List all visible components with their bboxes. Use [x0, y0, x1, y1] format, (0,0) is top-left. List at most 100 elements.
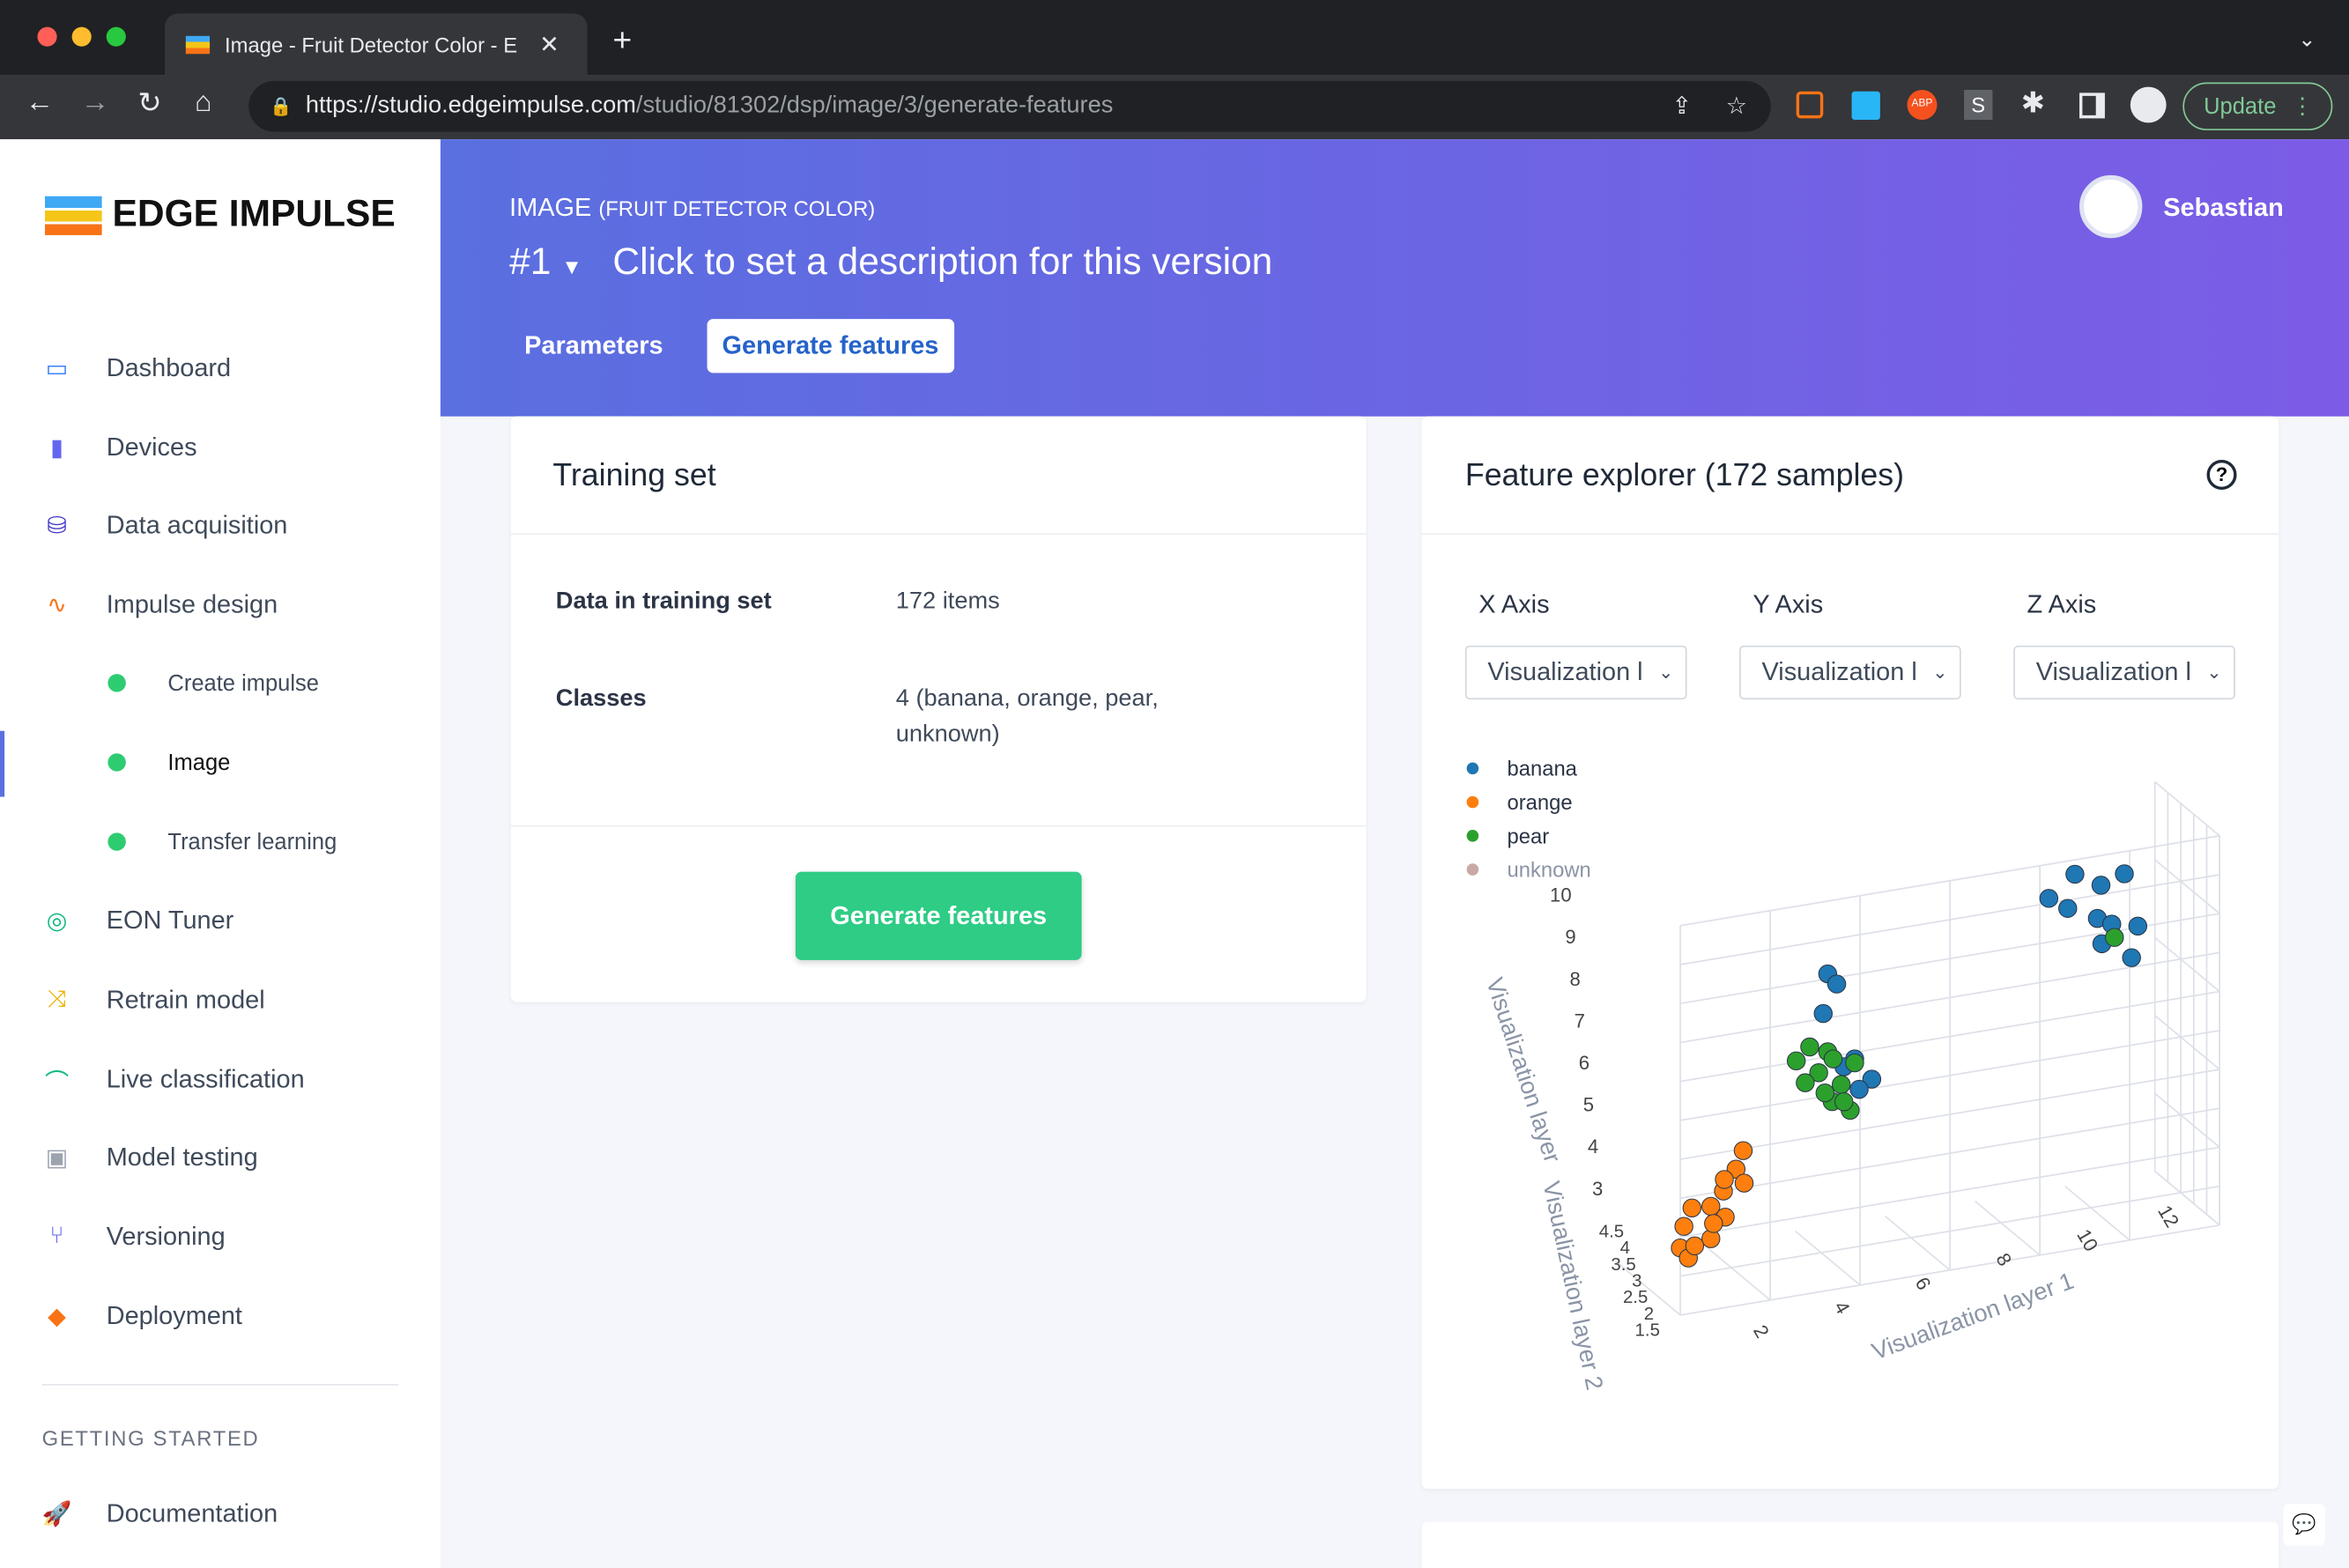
- share-icon[interactable]: ⇪: [1671, 94, 1693, 121]
- y-axis-select[interactable]: Visualization l ⌄: [1739, 645, 1961, 700]
- sidebar-item-label: Model testing: [106, 1143, 258, 1172]
- sidebar-item-data-acquisition[interactable]: ⛁ Data acquisition: [0, 496, 441, 556]
- forward-icon[interactable]: →: [80, 86, 110, 119]
- y-axis-label: Y Axis: [1752, 589, 1824, 619]
- sidebar-item-live-classification[interactable]: ⌒ Live classification: [0, 1050, 441, 1110]
- gridline: [2154, 859, 2220, 914]
- sidebar-item-label: Retrain model: [106, 985, 265, 1015]
- sidebar-item-transfer-learning[interactable]: Transfer learning: [0, 812, 441, 872]
- data-point-orange: [1682, 1198, 1702, 1218]
- sidebar-item-label: Live classification: [106, 1064, 305, 1094]
- version-selector[interactable]: #1 ▼: [509, 241, 582, 285]
- sidebar-item-label: Documentation: [106, 1499, 278, 1528]
- menu-dots-icon: ⋮: [2291, 94, 2314, 121]
- user-name[interactable]: Sebastian: [2163, 193, 2284, 222]
- gridline: [1679, 1107, 2220, 1200]
- x-axis-label: X Axis: [1478, 589, 1550, 619]
- data-point-banana: [2122, 948, 2141, 967]
- sidebar-item-retrain-model[interactable]: ⤨ Retrain model: [0, 971, 441, 1031]
- gridline: [1679, 1224, 2220, 1316]
- data-point-orange: [1674, 1217, 1693, 1236]
- y-tick-label: 4.5: [1599, 1222, 1624, 1241]
- s-extension-icon[interactable]: S: [1964, 90, 1993, 121]
- tab-generate-features[interactable]: Generate features: [707, 319, 954, 374]
- sidebar-item-create-impulse[interactable]: Create impulse: [0, 653, 441, 713]
- sidebar-item-eon-tuner[interactable]: ◎ EON Tuner: [0, 891, 441, 951]
- scatter-3d-plot[interactable]: bananaorangepearunknown3456789101.522.53…: [1423, 734, 2277, 1483]
- z-axis-title: Visualization layer: [1481, 974, 1567, 1166]
- legend-marker-banana: [1466, 762, 1479, 775]
- back-icon[interactable]: ←: [25, 86, 55, 119]
- next-card: [1421, 1521, 2279, 1568]
- x-tick-label: 8: [1991, 1249, 2016, 1269]
- sidebar-item-model-testing[interactable]: ▣ Model testing: [0, 1128, 441, 1187]
- version-description[interactable]: Click to set a description for this vers…: [612, 240, 1273, 284]
- data-point-orange: [1733, 1141, 1753, 1160]
- z-axis-label: Z Axis: [2027, 589, 2097, 619]
- gridline: [1975, 1200, 2041, 1256]
- sidebar-item-dashboard[interactable]: ▭ Dashboard: [0, 338, 441, 398]
- status-dot-icon: [107, 753, 126, 772]
- user-avatar[interactable]: [2079, 174, 2143, 239]
- browser-tab[interactable]: Image - Fruit Detector Color - E ✕: [165, 13, 588, 76]
- data-point-banana: [1813, 1003, 1833, 1024]
- sidebar-item-versioning[interactable]: ⑂ Versioning: [0, 1207, 441, 1267]
- gridline: [1679, 874, 2220, 965]
- classes-value: 4 (banana, orange, pear, unknown): [895, 685, 1159, 748]
- minimize-window-button[interactable]: [71, 26, 92, 47]
- sidepanel-icon[interactable]: [2079, 92, 2105, 119]
- sidebar-item-image[interactable]: Image: [0, 732, 441, 792]
- card-title: Training set: [552, 458, 716, 493]
- data-point-banana: [2115, 864, 2134, 884]
- pocket-extension-icon[interactable]: [1796, 91, 1824, 119]
- select-value: Visualization l: [1761, 657, 1917, 686]
- profile-avatar[interactable]: [2130, 86, 2167, 123]
- home-icon[interactable]: ⌂: [195, 86, 212, 119]
- maximize-window-button[interactable]: [106, 26, 126, 47]
- z-tick-label: 9: [1565, 926, 1575, 948]
- sidebar-item-devices[interactable]: ▮ Devices: [0, 418, 441, 477]
- sidebar-item-label: Devices: [106, 433, 197, 462]
- z-tick-label: 8: [1570, 968, 1581, 990]
- project-name: (FRUIT DETECTOR COLOR): [598, 196, 876, 220]
- new-tab-icon[interactable]: +: [612, 20, 633, 59]
- z-tick-label: 5: [1583, 1094, 1594, 1116]
- reload-icon[interactable]: ↻: [137, 88, 162, 121]
- close-window-button[interactable]: [37, 26, 57, 47]
- close-tab-icon[interactable]: ✕: [539, 32, 559, 58]
- puzzle-extensions-icon[interactable]: ✱: [2020, 88, 2045, 121]
- bookmark-star-icon[interactable]: ☆: [1725, 94, 1748, 121]
- sidebar-item-label: Impulse design: [106, 589, 278, 619]
- x-tick-label: 10: [2072, 1225, 2102, 1255]
- update-button[interactable]: Update ⋮: [2182, 82, 2333, 130]
- gridline: [2154, 1092, 2220, 1149]
- extension-icon[interactable]: [1851, 91, 1880, 121]
- sidebar-item-deployment[interactable]: ◆ Deployment: [0, 1287, 441, 1347]
- help-icon[interactable]: ?: [2206, 459, 2237, 490]
- data-point-pear: [1809, 1063, 1828, 1083]
- branch-icon: ⑂: [49, 1224, 64, 1250]
- z-tick-label: 7: [1575, 1010, 1585, 1032]
- z-tick-label: 6: [1579, 1052, 1589, 1074]
- legend-label-pear: pear: [1508, 825, 1550, 848]
- gridline: [2064, 1185, 2130, 1241]
- nodes-icon: ⌒: [44, 1070, 70, 1097]
- tab-parameters[interactable]: Parameters: [524, 330, 663, 360]
- gridline: [1885, 1215, 1951, 1271]
- gridline: [2154, 936, 2220, 993]
- data-point-pear: [1796, 1073, 1815, 1092]
- gridline: [1615, 1260, 1681, 1316]
- x-tick-label: 2: [1749, 1321, 1774, 1342]
- address-bar[interactable]: 🔒 https://studio.edgeimpulse.com/studio/…: [248, 80, 1771, 132]
- tab-list-chevron-icon[interactable]: ⌄: [2298, 26, 2316, 51]
- sidebar-item-impulse-design[interactable]: ∿ Impulse design: [0, 575, 441, 635]
- sidebar-item-documentation[interactable]: 🚀 Documentation: [0, 1484, 441, 1544]
- sidebar-item-label: Deployment: [106, 1301, 242, 1330]
- rocket-icon: 🚀: [41, 1502, 72, 1528]
- feedback-chat-icon[interactable]: 💬: [2283, 1504, 2325, 1546]
- x-axis-select[interactable]: Visualization l ⌄: [1464, 645, 1687, 700]
- adblock-icon[interactable]: ABP: [1907, 90, 1938, 121]
- z-axis-select[interactable]: Visualization l ⌄: [2013, 645, 2235, 700]
- chevron-down-icon: ⌄: [1932, 662, 1948, 684]
- generate-features-button[interactable]: Generate features: [795, 871, 1082, 960]
